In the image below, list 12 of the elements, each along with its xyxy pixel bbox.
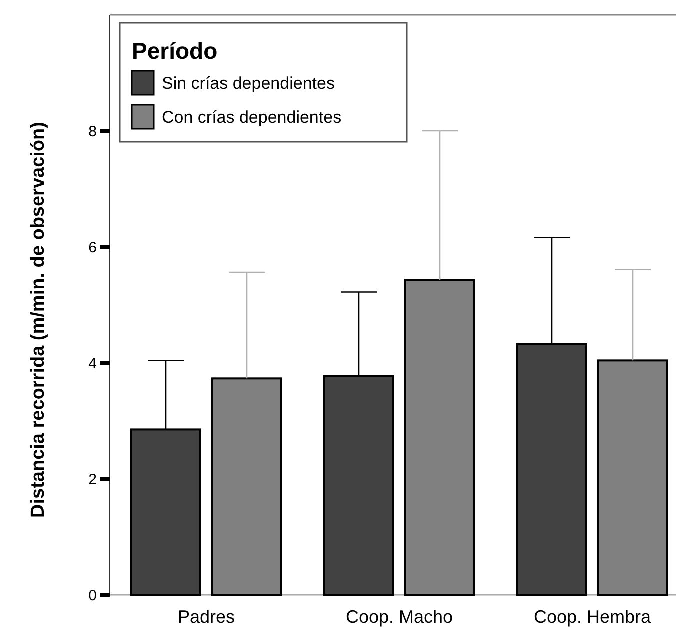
y-tick-label: 0 — [88, 587, 97, 604]
y-tick-label: 4 — [88, 355, 97, 372]
y-tick-label: 8 — [88, 123, 97, 140]
y-axis-title: Distancia recorrida (m/min. de observación) — [28, 122, 49, 518]
legend-label: Sin crías dependientes — [162, 74, 335, 93]
x-tick-label: Coop. Hembra — [534, 607, 652, 627]
x-tick-label: Coop. Macho — [346, 607, 454, 627]
legend-label: Con crías dependientes — [162, 108, 342, 127]
legend-title: Período — [132, 38, 218, 64]
y-tick-label: 6 — [88, 239, 97, 256]
x-tick-label: Padres — [178, 607, 236, 627]
y-tick-label: 2 — [88, 471, 97, 488]
